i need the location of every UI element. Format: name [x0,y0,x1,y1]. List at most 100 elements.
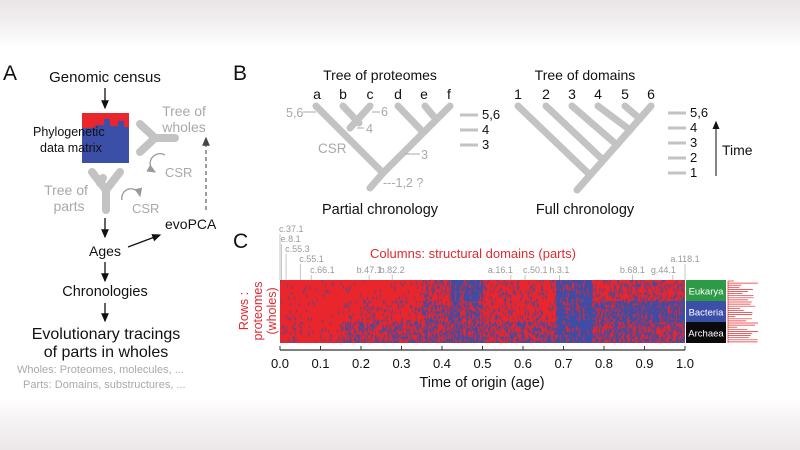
x-tick-label: 0.6 [514,356,532,371]
tree-of-parts-label-2: parts [53,198,84,214]
domain-marker-label: g.44.1 [651,265,676,275]
x-tick-label: 0.2 [352,356,370,371]
arrow-icon [127,234,162,248]
leaf-label: 1 [514,86,522,102]
leaf-label: c [367,86,374,102]
leaf-label: 6 [647,86,655,102]
tracings-label-1: Evolutionary tracings [32,326,181,343]
csr-label-wholes: CSR [165,165,192,180]
scale-label: 1 [690,165,697,180]
legend-swatch-eukarya [686,280,726,301]
proteome-dendrogram [727,280,759,343]
scale-label: 5,6 [482,107,500,122]
domain-marker-label: c.55.1 [299,254,324,264]
leaf-label: 4 [594,86,602,102]
scale-label: 3 [690,135,697,150]
domain-marker-label: a.118.1 [670,254,699,264]
domain-marker-label: c.50.1 [523,265,548,275]
panel-c-label: C [233,230,248,253]
domain-marker-label: c.55.3 [285,244,310,254]
rows-label-2: proteomes [251,281,265,340]
csr-label-parts: CSR [132,201,159,216]
tree-of-domains [514,102,655,194]
x-axis-ticks: 0.0 0.1 0.2 0.3 0.4 0.5 0.6 0.7 0.8 0.9 1.0 [271,346,694,371]
legend-swatch-archaea [686,322,726,343]
domain-marker-label: c.66.1 [310,265,335,275]
matrix-label-1: Phylogenetic [33,125,105,139]
annotation: 3 [421,148,428,162]
leaf-label: b [339,86,347,102]
x-tick-label: 0.0 [271,356,289,371]
partial-chronology-caption: Partial chronology [322,202,439,218]
panel-b: B Tree of proteomes a b c d e f 5,6 6 4 … [233,62,753,218]
legend-swatch-bacteria [686,301,726,322]
tree-of-wholes-icon [136,120,179,156]
evopca-label: evoPCA [165,216,217,232]
time-label: Time [722,142,753,158]
x-tick-label: 0.1 [311,356,329,371]
columns-label: Columns: structural domains (parts) [370,246,576,261]
matrix-label-2: data matrix [40,141,103,155]
legend-label: Archaea [688,329,724,340]
leaf-label: 2 [542,86,550,102]
tree-of-wholes-label-1: Tree of [162,103,206,119]
domain-marker-label: b.47.1 [357,265,382,275]
panel-a-label: A [3,62,17,85]
scale-label: 5,6 [690,105,708,120]
annotation: ---1,2 ? [383,176,423,190]
presence-absence-heatmap [280,280,685,343]
tree-of-parts-label-1: Tree of [44,182,88,198]
leaf-label: a [313,86,321,102]
parts-note: Parts: Domains, substructures, ... [23,379,186,391]
full-chronology-caption: Full chronology [536,202,635,218]
leaf-label: d [394,86,402,102]
x-axis-label: Time of origin (age) [419,375,544,391]
leaf-label: e [420,86,428,102]
annotation: 5,6 [286,106,303,120]
scale-bars [460,113,478,147]
rows-label-3: (wholes) [265,287,279,334]
data-matrix-icon [82,113,129,163]
annotation: 4 [366,122,373,136]
domain-marker-label: h.3.1 [549,265,569,275]
x-tick-label: 0.3 [392,356,410,371]
domain-marker-label: b.68.1 [620,265,645,275]
x-tick-label: 0.8 [595,356,613,371]
scale-bars [668,111,686,175]
wholes-note: Wholes: Proteomes, molecules, ... [17,364,184,376]
leaf-label: 3 [568,86,576,102]
tree-of-parts-icon [88,168,124,214]
x-tick-label: 1.0 [676,356,694,371]
panel-c: C Columns: structural domains (parts) Ro… [233,224,759,391]
tracings-label-2: of parts in wholes [44,344,169,361]
tree-of-proteomes [312,102,454,192]
domain-marker-label: e.8.1 [281,234,301,244]
x-tick-label: 0.7 [554,356,572,371]
x-tick-label: 0.5 [473,356,491,371]
domain-markers: c.37.1e.8.1c.55.3c.55.1c.66.1 b.47.1b.82.… [279,224,700,280]
legend-label: Eukarya [689,287,725,298]
legend-label: Bacteria [689,308,725,319]
background-top [0,0,800,48]
tree-of-wholes-label-2: wholes [161,119,206,135]
scale-label: 2 [690,150,697,165]
chronologies-label: Chronologies [62,284,147,300]
annotation: 6 [381,105,388,119]
scale-label: 3 [482,137,489,152]
csr-cycle-icon [121,187,143,201]
csr-cycle-icon [146,152,166,173]
leaf-label: f [447,86,451,102]
domain-marker-label: c.37.1 [279,224,304,234]
x-tick-label: 0.4 [433,356,451,371]
csr-label: CSR [318,141,347,156]
rows-label-1: Rows : [237,292,251,330]
domain-marker-label: a.16.1 [488,265,513,275]
domain-marker-label: b.82.2 [380,265,405,275]
leaf-label: 5 [621,86,629,102]
panel-b-label: B [233,62,247,85]
ages-label: Ages [89,243,121,259]
genomic-census-label: Genomic census [49,69,161,86]
superkingdom-legend: Eukarya Bacteria Archaea [686,280,726,343]
tree-of-domains-title: Tree of domains [535,67,636,83]
